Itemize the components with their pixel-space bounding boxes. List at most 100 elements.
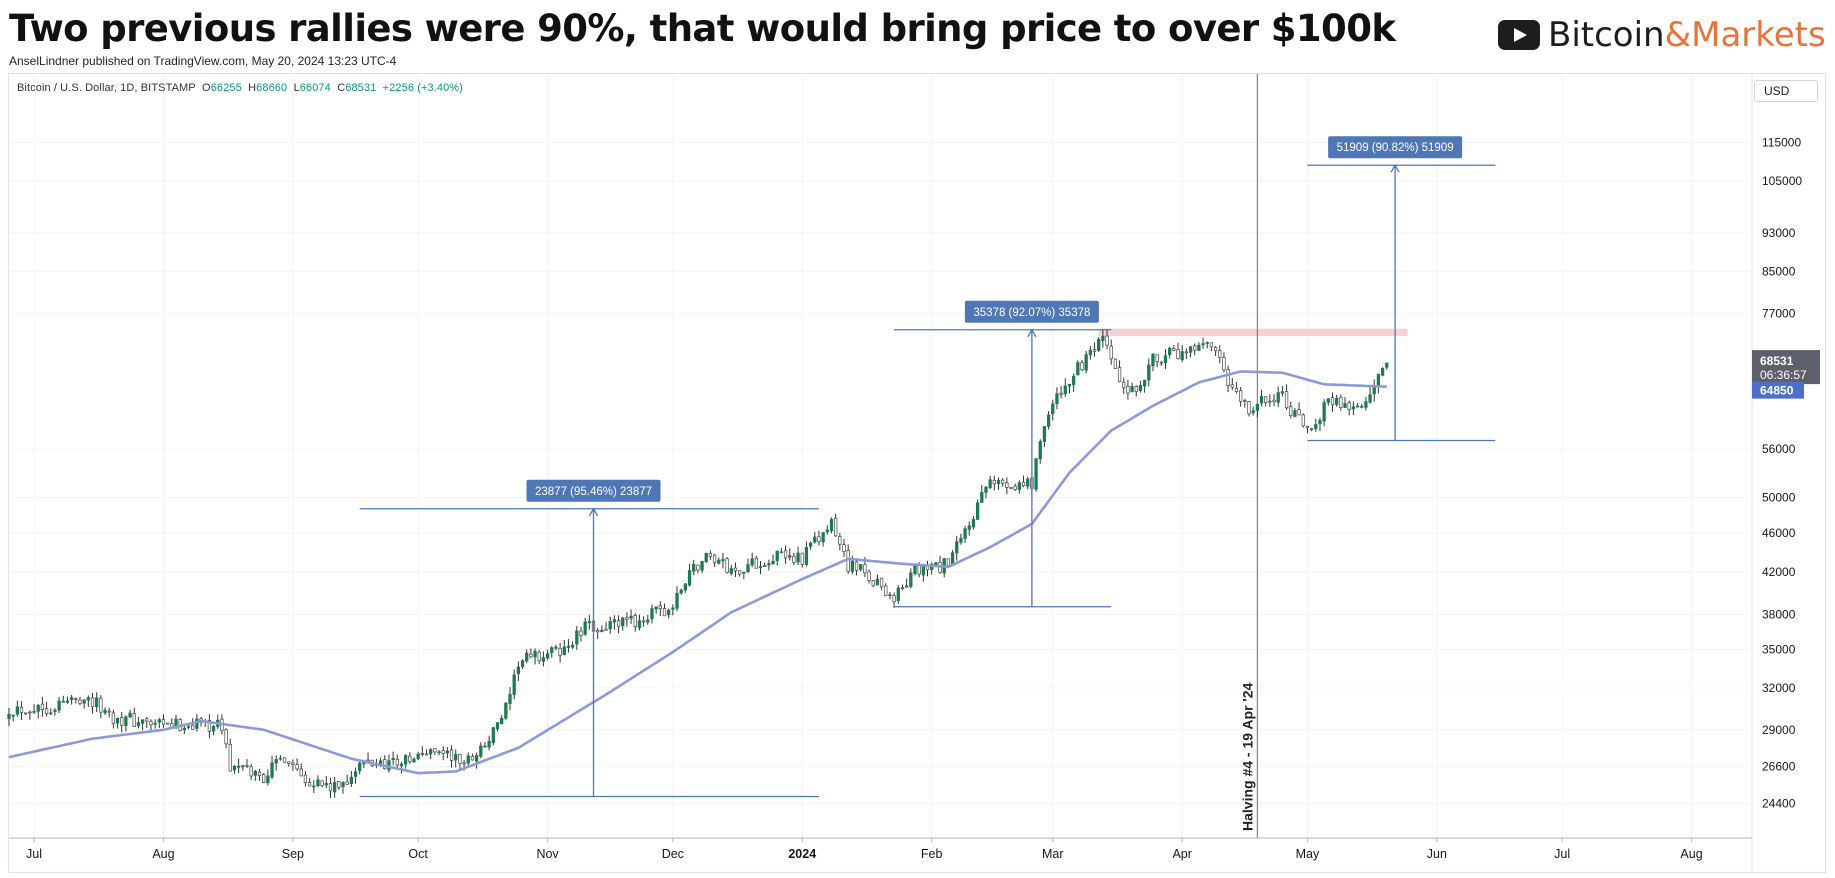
- candle-body: [287, 761, 291, 764]
- candle-body: [796, 552, 800, 563]
- headline: Two previous rallies were 90%, that woul…: [9, 7, 1396, 50]
- currency-selector[interactable]: USD: [1754, 80, 1818, 102]
- candle-body: [337, 781, 341, 788]
- candle-body: [454, 754, 458, 761]
- price-tick-label: 56000: [1762, 442, 1796, 456]
- candle-body: [1084, 354, 1088, 371]
- candle-body: [441, 750, 445, 754]
- candle-body: [1105, 335, 1109, 346]
- candle-body: [74, 698, 78, 700]
- candle-body: [1268, 400, 1272, 403]
- candle-body: [1330, 397, 1335, 406]
- candle-body: [896, 587, 900, 601]
- candle-body: [662, 608, 667, 617]
- candle-body: [161, 719, 166, 725]
- candle-body: [32, 711, 36, 713]
- candle-body: [637, 620, 642, 628]
- candle-body: [775, 550, 779, 562]
- candle-body: [721, 559, 725, 562]
- candle-body: [445, 750, 450, 754]
- price-tick-label: 105000: [1762, 174, 1802, 188]
- candle-body: [49, 712, 53, 715]
- candle-body: [575, 630, 579, 645]
- candle-body: [1017, 482, 1022, 490]
- candle-body: [491, 727, 495, 743]
- candle-body: [725, 558, 729, 573]
- candle-body: [345, 781, 349, 785]
- candle-body: [1305, 426, 1310, 429]
- chart-frame: [8, 73, 1826, 873]
- measure-label: 23877 (95.46%) 23877: [535, 486, 652, 498]
- candle-body: [474, 754, 479, 762]
- candle-body: [1184, 351, 1189, 354]
- candle-body: [353, 771, 358, 777]
- candle-body: [166, 722, 170, 725]
- publisher-byline: AnselLindner published on TradingView.co…: [9, 54, 397, 68]
- candle-body: [1088, 349, 1092, 356]
- candle-body: [838, 536, 842, 545]
- price-tick-label: 115000: [1762, 135, 1801, 149]
- candle-body: [274, 759, 278, 764]
- high-label: H: [248, 82, 257, 94]
- measure-tools[interactable]: 23877 (95.46%) 23877 35378 (92.07%) 35378…: [359, 136, 1496, 798]
- candle-body: [717, 559, 721, 564]
- candle-body: [554, 646, 558, 649]
- candle-body: [742, 571, 746, 574]
- candle-body: [1026, 478, 1030, 487]
- candle-body: [971, 518, 976, 528]
- candle-body: [257, 771, 262, 776]
- candle-body: [846, 550, 850, 572]
- candle-body: [904, 585, 909, 588]
- candle-body: [808, 542, 813, 547]
- candle-body: [1364, 401, 1368, 408]
- candle-body: [1005, 482, 1009, 488]
- candle-body: [950, 552, 955, 565]
- price-tick-label: 32000: [1762, 681, 1796, 695]
- price-tick-label: 35000: [1762, 643, 1796, 657]
- candle-body: [1001, 479, 1005, 484]
- candle-body: [646, 619, 650, 623]
- candle-body: [604, 628, 608, 631]
- candle-body: [1155, 354, 1159, 362]
- candle-body: [1335, 397, 1339, 405]
- candle-body: [1009, 487, 1013, 489]
- measure-label: 51909 (90.82%) 51909: [1337, 142, 1454, 154]
- candle-body: [1293, 410, 1297, 417]
- candle-body: [612, 619, 617, 623]
- time-tick-label: Aug: [152, 847, 174, 861]
- candle-body: [358, 762, 362, 772]
- candle-body: [934, 562, 938, 565]
- grid-lines: [9, 74, 1750, 838]
- candle-body: [1067, 383, 1072, 387]
- candle-body: [516, 666, 521, 674]
- candle-body: [1314, 424, 1318, 430]
- candle-body: [700, 560, 704, 571]
- candle-body: [1355, 405, 1360, 408]
- axes: 24400 26600 29000 32000 35000 38000 42000 46000…: [9, 74, 1820, 872]
- candle-body: [512, 674, 516, 695]
- symbol-legend: Bitcoin / U.S. Dollar, 1D, BITSTAMP O662…: [17, 82, 463, 94]
- candle-body: [875, 578, 880, 586]
- candle-body: [955, 541, 959, 554]
- candle-body: [946, 558, 951, 566]
- candle-body: [53, 710, 57, 712]
- candle-body: [124, 716, 128, 726]
- candle-body: [1193, 345, 1197, 351]
- candle-body: [1205, 342, 1209, 344]
- candle-body: [550, 647, 554, 653]
- candle-body: [262, 774, 266, 783]
- candle-body: [988, 479, 992, 489]
- candle-body: [679, 589, 683, 594]
- candle-body: [1172, 348, 1176, 351]
- candle-body: [291, 762, 295, 765]
- candle-body: [466, 755, 470, 764]
- candle-body: [1380, 368, 1385, 376]
- candle-body: [842, 544, 846, 552]
- candle-body: [429, 749, 433, 755]
- candle-body: [1243, 400, 1247, 402]
- candle-body: [1255, 403, 1259, 411]
- candle-body: [892, 595, 896, 603]
- candle-body: [675, 592, 679, 609]
- candle-body: [433, 748, 437, 753]
